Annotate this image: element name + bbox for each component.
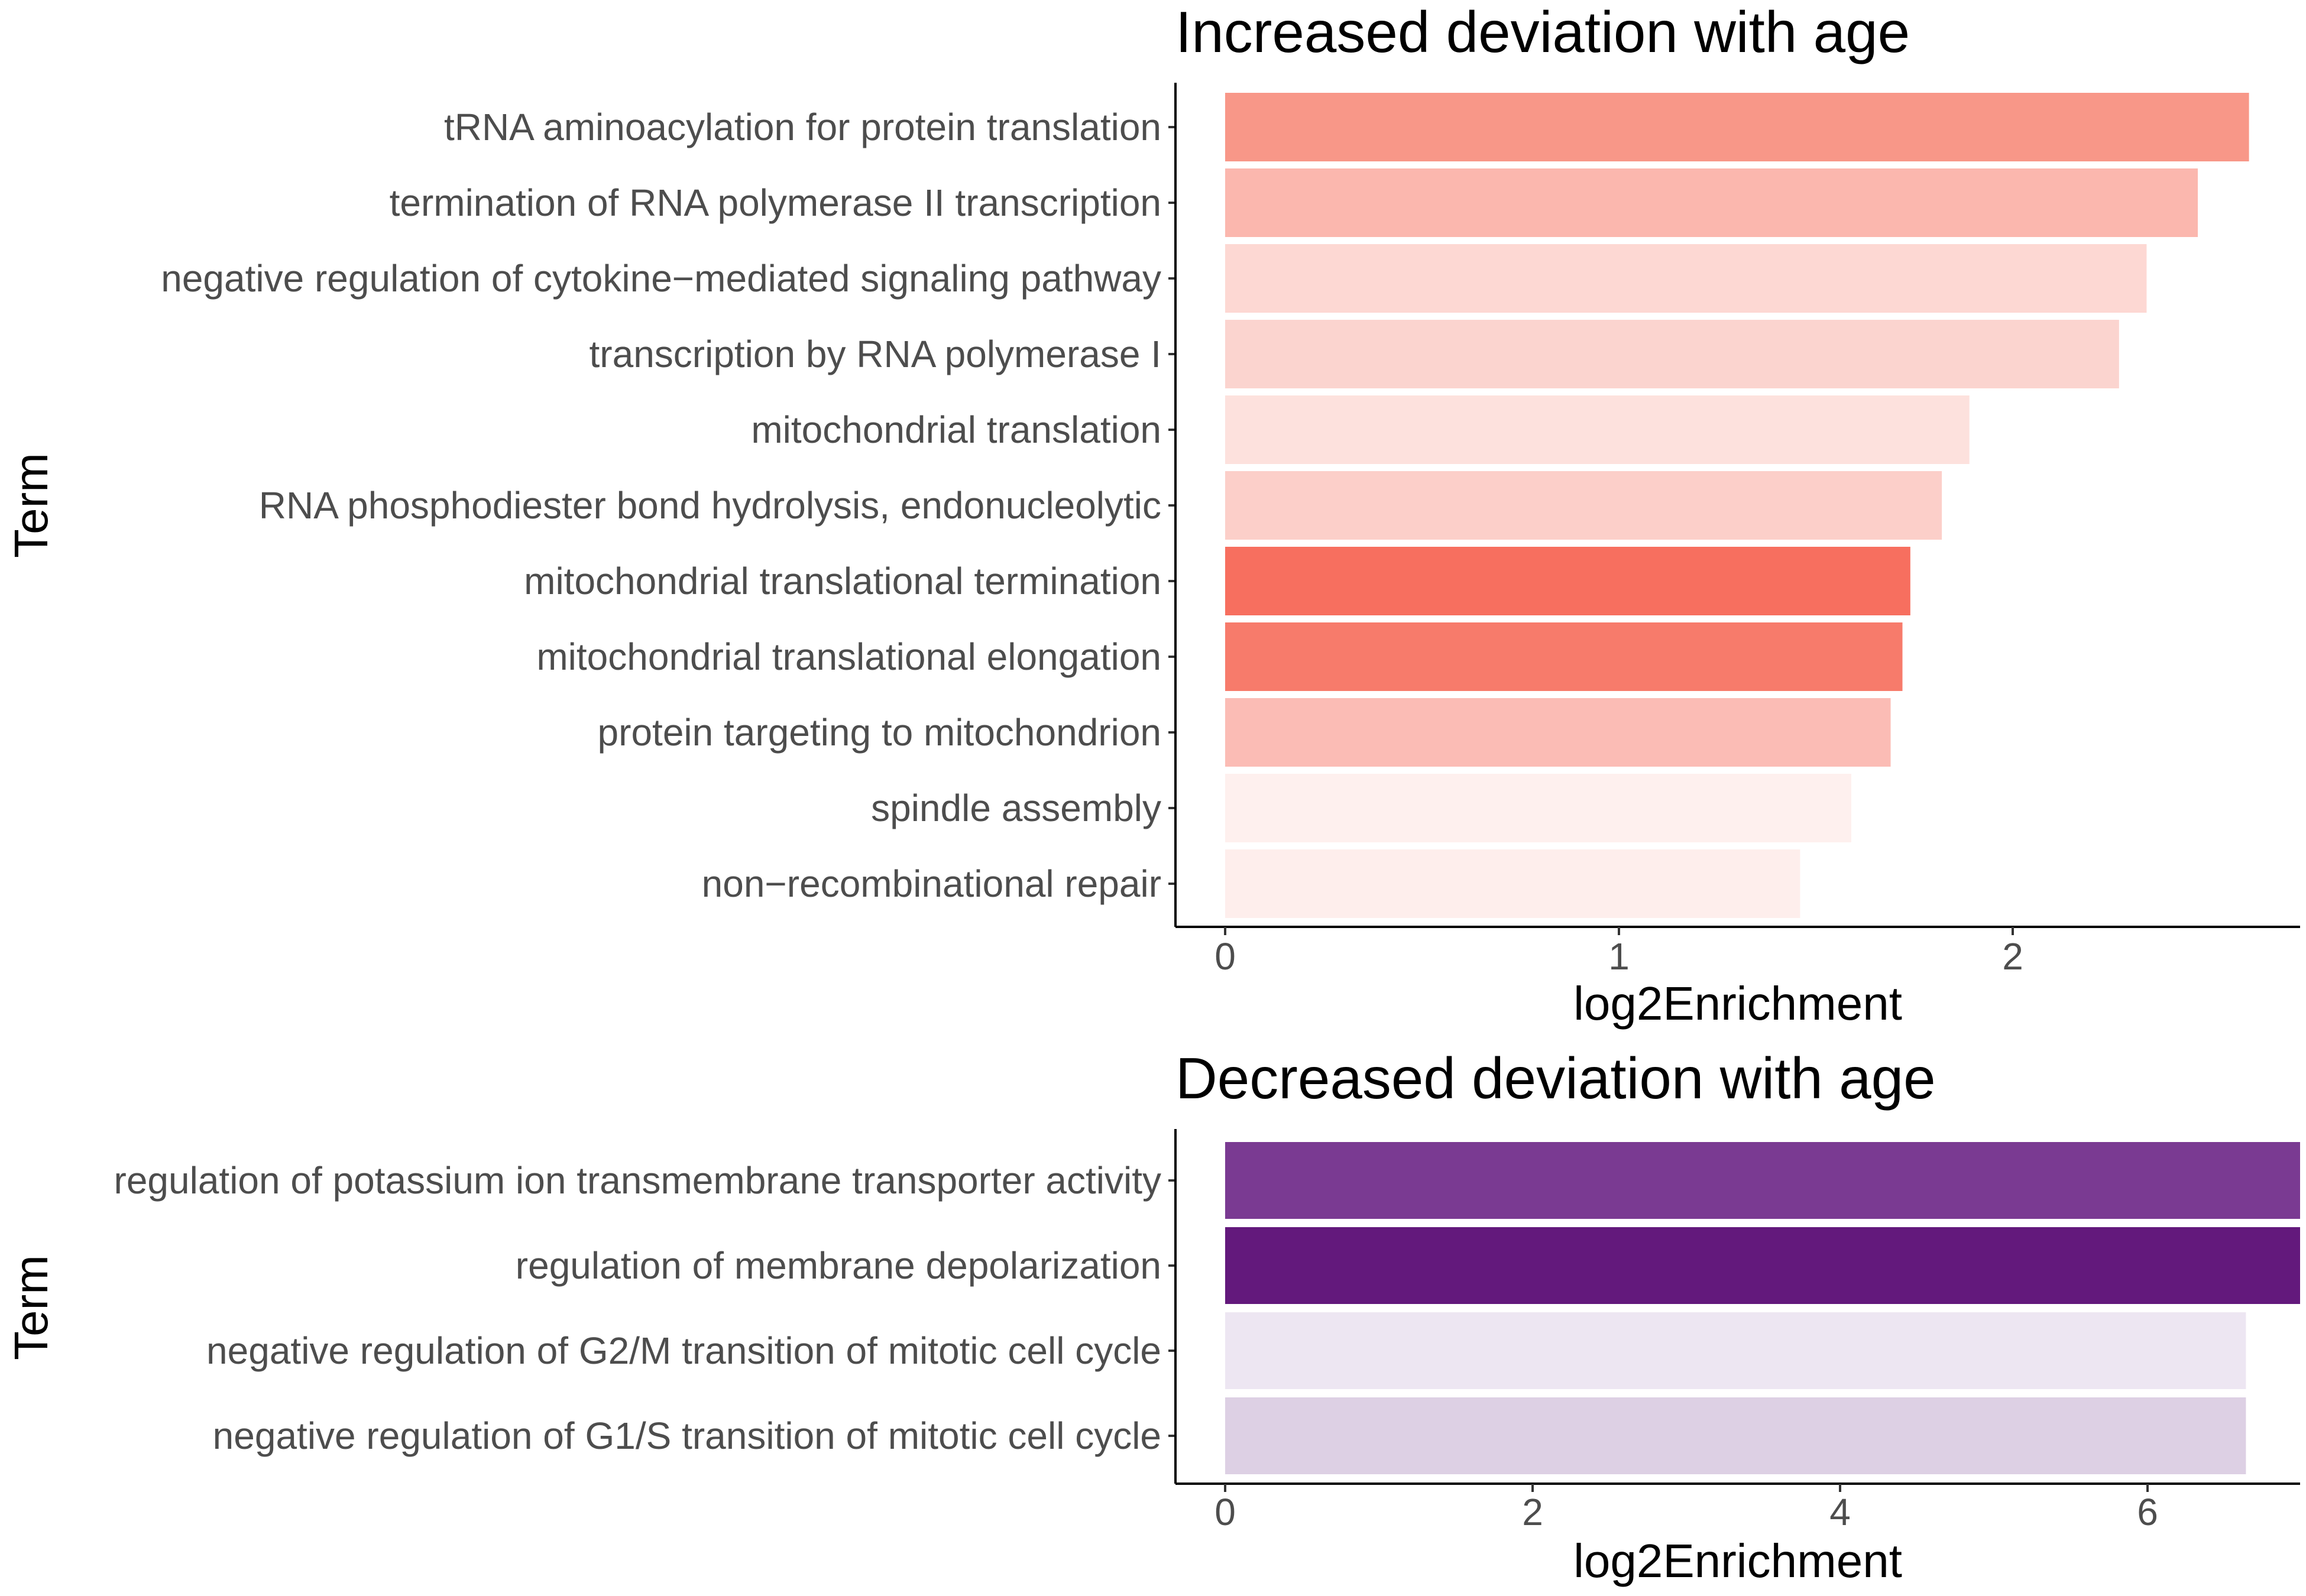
x-tick-label: 6 <box>2137 1491 2158 1533</box>
y-tick-label: negative regulation of G1/S transition o… <box>213 1415 1161 1457</box>
x-tick-label: 4 <box>1829 1491 1851 1533</box>
chart-title: Decreased deviation with age <box>1175 1046 1936 1111</box>
y-tick-label: mitochondrial translation <box>751 408 1161 451</box>
bar <box>1225 1397 2246 1474</box>
bar <box>1225 320 2119 388</box>
y-axis-title: Term <box>5 1255 57 1360</box>
y-tick-label: RNA phosphodiester bond hydrolysis, endo… <box>259 484 1161 527</box>
y-tick-label: transcription by RNA polymerase I <box>590 333 1162 375</box>
bar <box>1225 774 1851 842</box>
bar <box>1225 698 1891 767</box>
y-tick-label: termination of RNA polymerase II transcr… <box>390 181 1161 224</box>
y-tick-label: negative regulation of cytokine−mediated… <box>161 257 1161 300</box>
x-tick-label: 0 <box>1214 1491 1236 1533</box>
y-tick-label: spindle assembly <box>871 787 1161 829</box>
x-axis-title: log2Enrichment <box>1573 977 1902 1030</box>
y-tick-label: regulation of potassium ion transmembran… <box>114 1159 1162 1202</box>
x-tick-label: 2 <box>1522 1491 1543 1533</box>
bar <box>1225 1227 2300 1304</box>
bar <box>1225 471 1942 540</box>
y-axis-title: Term <box>5 453 57 558</box>
y-tick-label: mitochondrial translational termination <box>524 560 1161 602</box>
bar <box>1225 1142 2300 1219</box>
y-tick-label: tRNA aminoacylation for protein translat… <box>444 106 1161 148</box>
x-axis-title: log2Enrichment <box>1573 1535 1902 1587</box>
bar <box>1225 168 2198 237</box>
bar <box>1225 849 1800 918</box>
x-tick-label: 1 <box>1608 935 1630 978</box>
y-tick-label: mitochondrial translational elongation <box>536 635 1161 678</box>
bar <box>1225 395 1970 464</box>
x-tick-label: 0 <box>1214 935 1236 978</box>
y-tick-label: regulation of membrane depolarization <box>516 1244 1161 1287</box>
chart-title: Increased deviation with age <box>1175 0 1910 64</box>
bar <box>1225 622 1903 691</box>
bar <box>1225 547 1910 615</box>
x-tick-label: 2 <box>2002 935 2023 978</box>
y-tick-label: negative regulation of G2/M transition o… <box>206 1329 1161 1372</box>
y-tick-label: non−recombinational repair <box>702 862 1161 905</box>
bar <box>1225 93 2249 161</box>
bar <box>1225 1312 2246 1389</box>
bar <box>1225 244 2147 313</box>
y-tick-label: protein targeting to mitochondrion <box>598 711 1161 754</box>
